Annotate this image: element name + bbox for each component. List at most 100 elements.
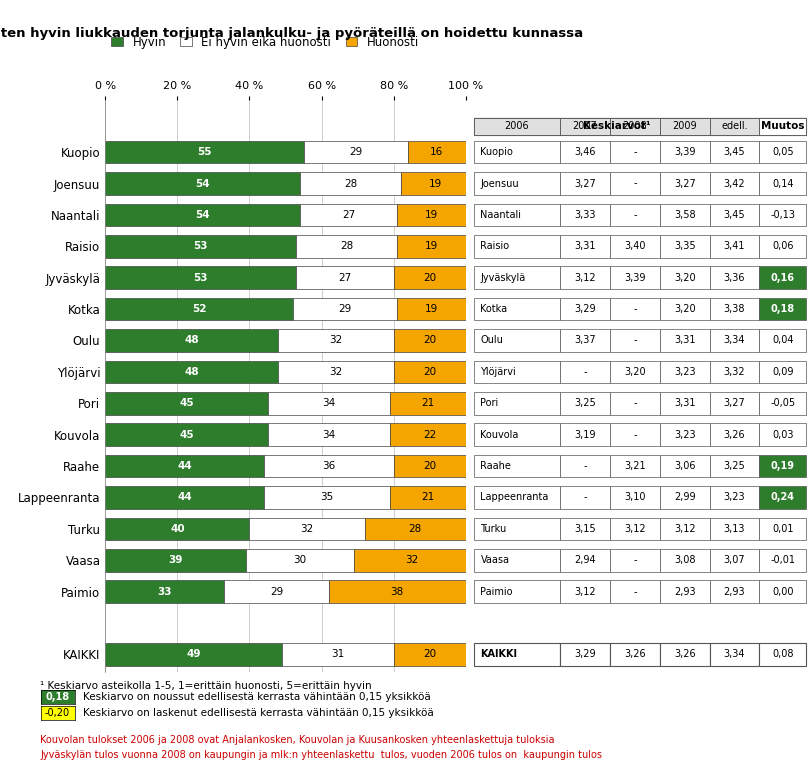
Bar <box>105 486 264 509</box>
Bar <box>760 172 806 195</box>
Text: 3,10: 3,10 <box>625 493 646 503</box>
Bar <box>105 643 282 665</box>
Bar <box>249 517 364 540</box>
Text: -: - <box>633 210 637 220</box>
Bar <box>105 204 300 226</box>
Bar <box>105 423 267 446</box>
Bar <box>610 643 660 665</box>
Text: -: - <box>633 555 637 565</box>
Text: 0,06: 0,06 <box>772 242 794 252</box>
Bar <box>760 235 806 258</box>
Text: 3,29: 3,29 <box>574 649 596 659</box>
Bar <box>561 581 610 603</box>
Bar <box>710 455 760 477</box>
Text: 3,40: 3,40 <box>625 242 646 252</box>
Text: 3,32: 3,32 <box>724 367 745 377</box>
Bar <box>610 141 660 164</box>
Text: edell.: edell. <box>721 121 748 131</box>
Bar <box>760 298 806 320</box>
Text: 2,94: 2,94 <box>574 555 596 565</box>
Bar <box>710 392 760 415</box>
Bar <box>610 423 660 446</box>
Bar <box>474 643 561 665</box>
Bar <box>710 643 760 665</box>
Bar <box>660 549 710 571</box>
Bar <box>760 643 806 665</box>
Bar <box>561 486 610 509</box>
Bar <box>610 235 660 258</box>
Bar <box>760 517 806 540</box>
Bar <box>561 517 610 540</box>
Text: 21: 21 <box>421 398 434 408</box>
Bar <box>561 117 610 135</box>
Text: 19: 19 <box>428 178 441 188</box>
Text: 28: 28 <box>343 178 357 188</box>
Text: 3,27: 3,27 <box>674 178 696 188</box>
Text: 3,21: 3,21 <box>625 461 646 471</box>
Bar <box>246 549 354 571</box>
Bar <box>474 486 561 509</box>
Bar <box>610 392 660 415</box>
Text: 3,26: 3,26 <box>625 649 646 659</box>
Text: 35: 35 <box>320 493 334 503</box>
Text: -0,05: -0,05 <box>770 398 795 408</box>
Bar <box>610 329 660 352</box>
Bar <box>710 141 760 164</box>
Bar <box>760 329 806 352</box>
Text: 3,29: 3,29 <box>574 304 596 314</box>
Text: Kotka: Kotka <box>480 304 508 314</box>
Text: Ylöjärvi: Ylöjärvi <box>480 367 516 377</box>
Text: 3,12: 3,12 <box>574 273 596 283</box>
Bar <box>710 235 760 258</box>
Bar <box>760 117 806 135</box>
Bar <box>105 581 224 603</box>
Bar <box>224 581 329 603</box>
Bar <box>296 235 397 258</box>
Bar <box>660 581 710 603</box>
Text: Oulu: Oulu <box>480 336 503 346</box>
Text: 20: 20 <box>423 367 437 377</box>
Text: 0,18: 0,18 <box>45 692 70 702</box>
Text: 0,03: 0,03 <box>772 430 794 439</box>
Bar <box>561 549 610 571</box>
Text: 3,34: 3,34 <box>724 336 745 346</box>
Text: 3,20: 3,20 <box>674 273 696 283</box>
Text: 48: 48 <box>185 336 199 346</box>
Text: Raisio: Raisio <box>480 242 509 252</box>
Bar <box>561 423 610 446</box>
Text: 30: 30 <box>293 555 306 565</box>
Text: 0,08: 0,08 <box>772 649 794 659</box>
Text: 38: 38 <box>390 587 404 597</box>
Text: Raahe: Raahe <box>480 461 511 471</box>
Text: 0,14: 0,14 <box>772 178 794 188</box>
Text: Joensuu: Joensuu <box>480 178 519 188</box>
Bar <box>394 329 466 352</box>
Text: 39: 39 <box>168 555 183 565</box>
Text: 3,12: 3,12 <box>625 524 646 533</box>
Text: Keskiarvot¹: Keskiarvot¹ <box>583 121 650 131</box>
Text: 3,27: 3,27 <box>723 398 745 408</box>
Text: 2,93: 2,93 <box>724 587 745 597</box>
Text: 32: 32 <box>330 367 343 377</box>
Bar <box>105 266 296 289</box>
Bar <box>474 329 561 352</box>
Text: -: - <box>633 430 637 439</box>
Bar <box>282 643 394 665</box>
Text: Lappeenranta: Lappeenranta <box>480 493 549 503</box>
Bar <box>474 204 561 226</box>
Text: 3,39: 3,39 <box>625 273 646 283</box>
Bar <box>408 141 466 164</box>
Bar <box>561 392 610 415</box>
Text: 3,20: 3,20 <box>625 367 646 377</box>
Text: KAIKKI: KAIKKI <box>480 649 518 659</box>
Text: 3,23: 3,23 <box>724 493 745 503</box>
Text: 3,35: 3,35 <box>674 242 696 252</box>
Bar <box>397 235 466 258</box>
Text: 44: 44 <box>177 493 192 503</box>
Bar <box>660 298 710 320</box>
Bar <box>474 455 561 477</box>
Text: 55: 55 <box>197 147 211 157</box>
Text: 34: 34 <box>322 430 335 439</box>
Text: 2,99: 2,99 <box>674 493 696 503</box>
Bar <box>660 266 710 289</box>
